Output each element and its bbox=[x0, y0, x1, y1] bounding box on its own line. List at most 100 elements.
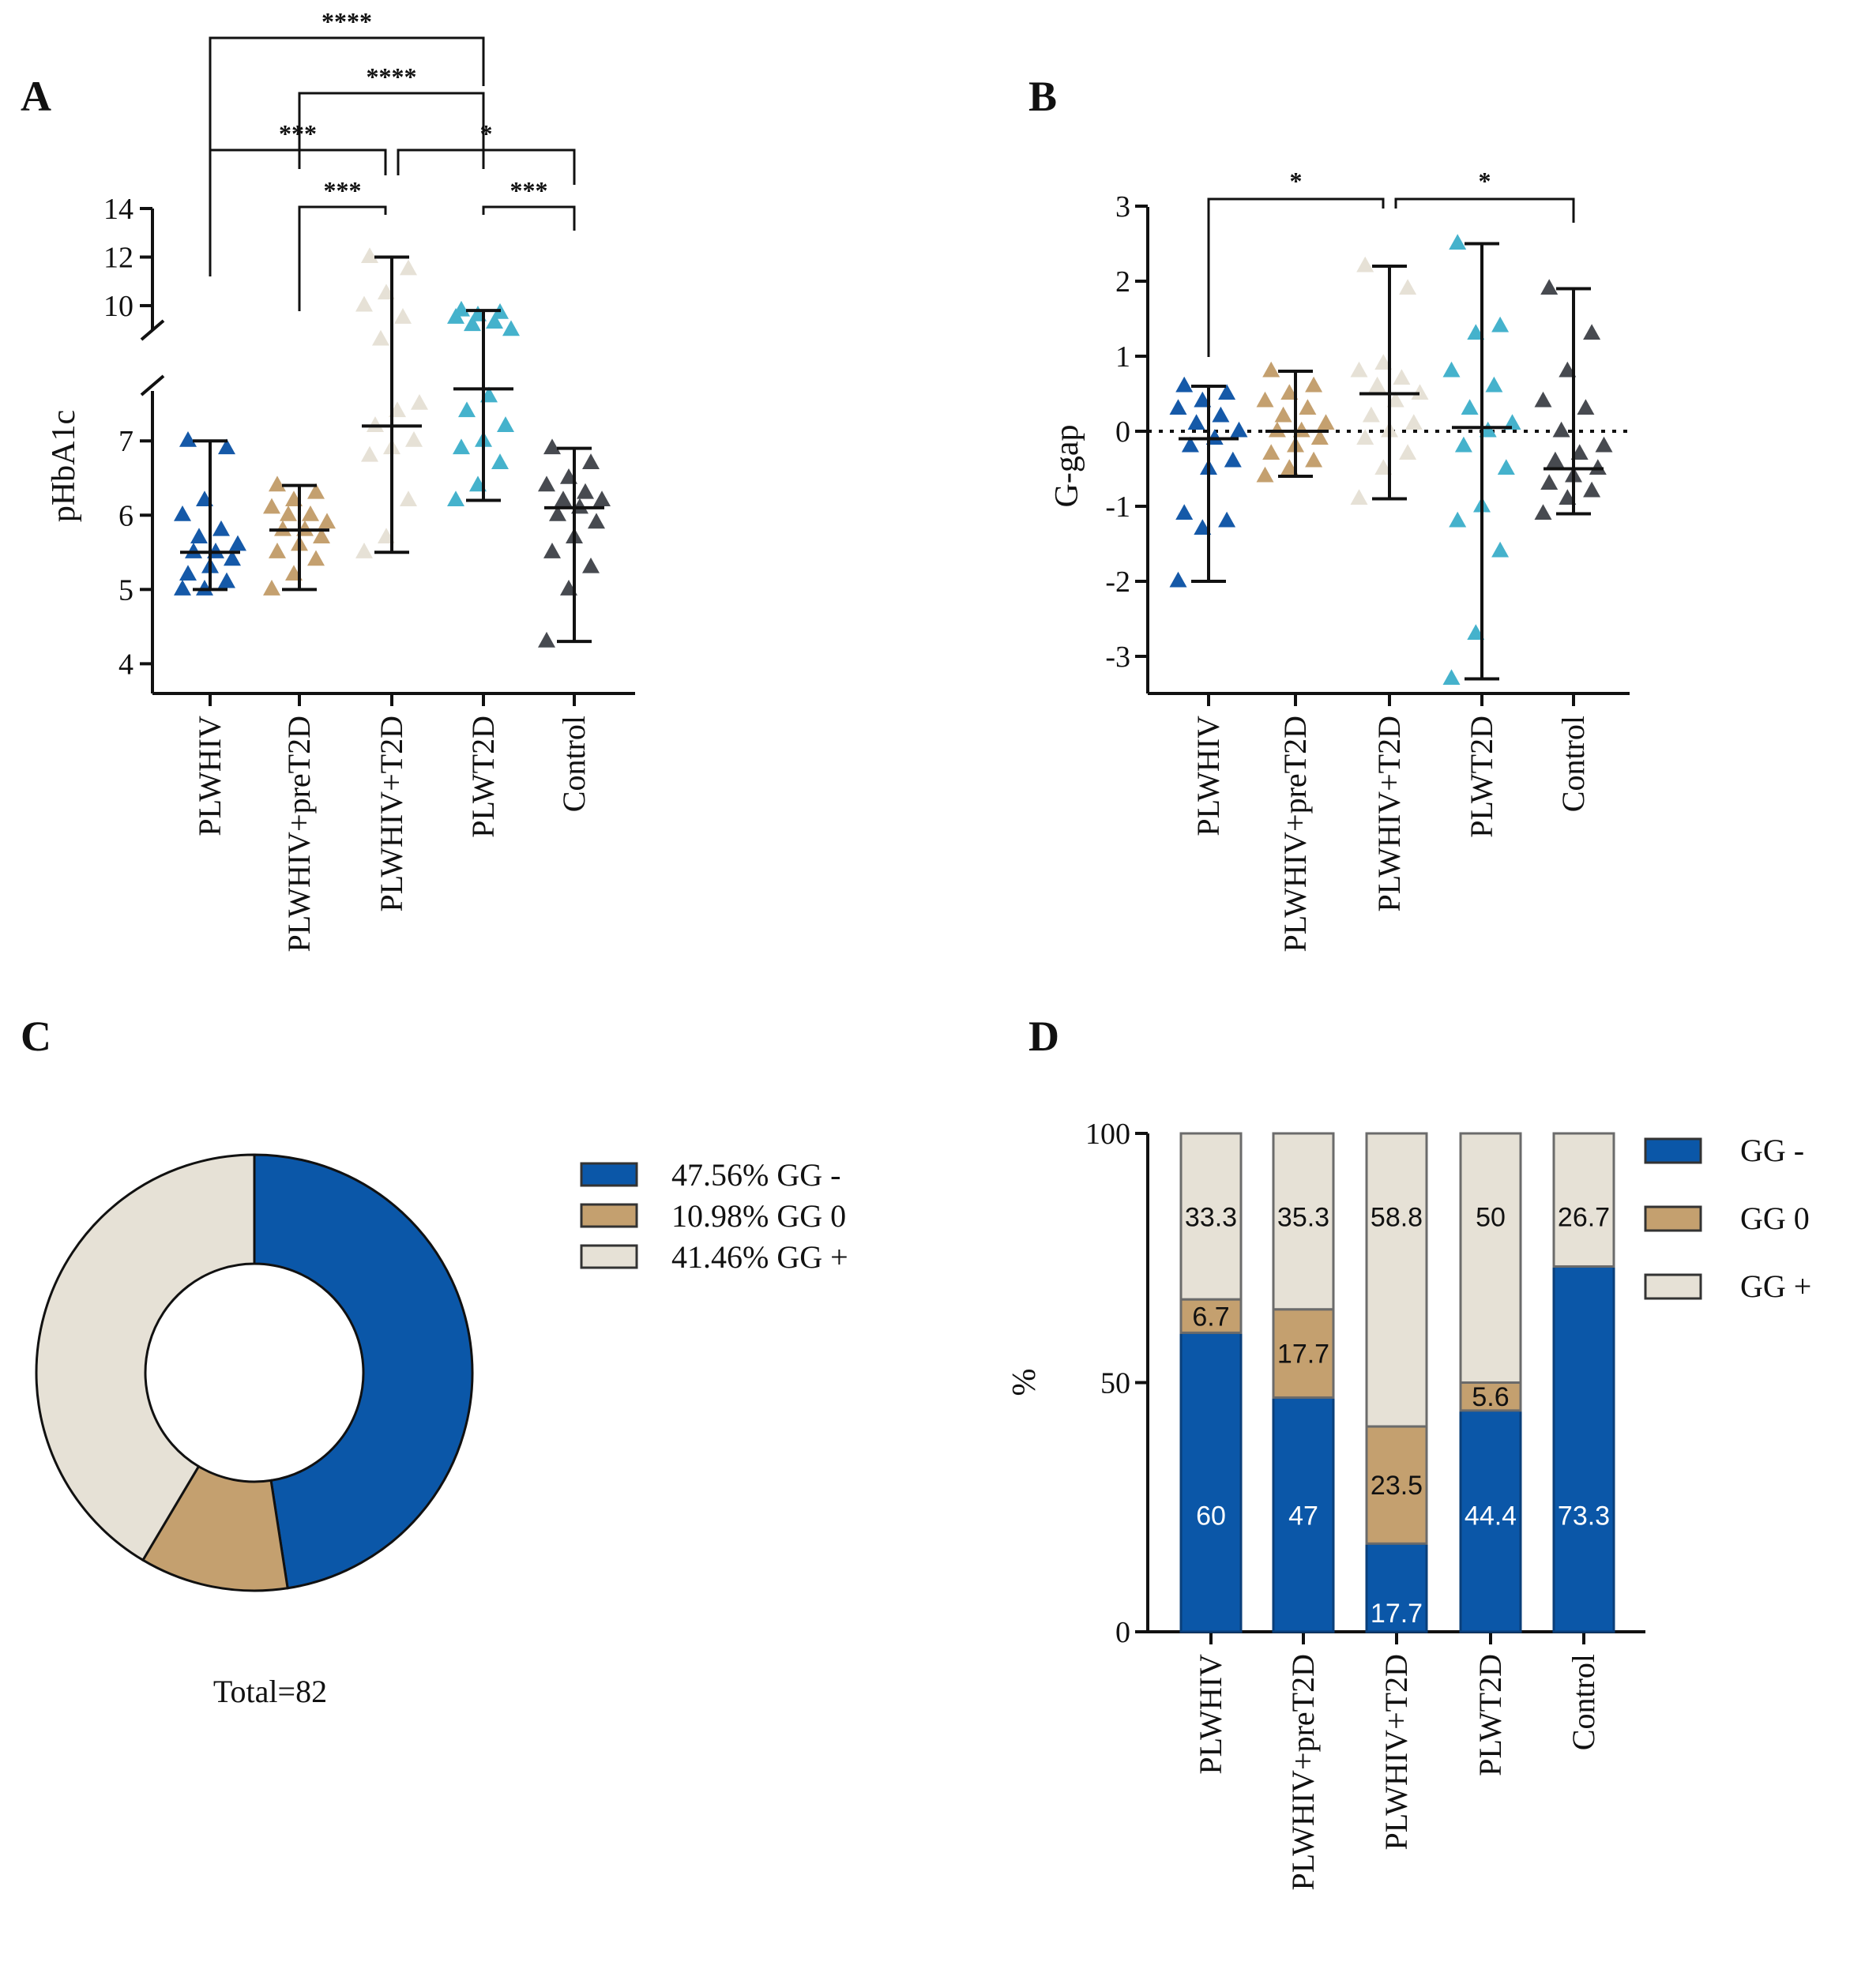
data-point bbox=[411, 393, 428, 410]
data-point bbox=[1212, 406, 1230, 423]
significance-bracket bbox=[1394, 197, 1575, 223]
data-point bbox=[1540, 279, 1559, 295]
data-point bbox=[405, 430, 423, 447]
donut-slice bbox=[35, 1153, 256, 1562]
data-point bbox=[1583, 481, 1601, 498]
data-point bbox=[1169, 399, 1187, 415]
x-tick-label: PLWT2D bbox=[1472, 1654, 1508, 1776]
bar-segment bbox=[1365, 1542, 1428, 1633]
y-tick-label: 7 bbox=[118, 425, 133, 458]
x-tick-label: Control bbox=[1555, 716, 1591, 812]
data-point bbox=[1577, 399, 1595, 415]
data-point bbox=[543, 438, 561, 455]
data-point bbox=[1292, 421, 1310, 438]
data-point bbox=[1305, 451, 1323, 468]
data-point bbox=[453, 438, 470, 455]
data-point bbox=[1485, 376, 1503, 393]
legend-entry: 10.98% GG 0 bbox=[671, 1198, 846, 1234]
data-point bbox=[1503, 414, 1521, 430]
total-label: Total=82 bbox=[213, 1674, 327, 1709]
x-tick-label: PLWT2D bbox=[1464, 716, 1499, 838]
significance-bracket bbox=[482, 205, 576, 231]
data-point bbox=[1262, 444, 1280, 460]
y-tick-label: 100 bbox=[1085, 1118, 1130, 1151]
significance-label: *** bbox=[510, 176, 548, 205]
data-point bbox=[1393, 369, 1411, 385]
data-point bbox=[1467, 624, 1485, 641]
y-tick-label: 0 bbox=[1115, 1616, 1130, 1649]
data-point bbox=[1268, 421, 1286, 438]
bar-segment bbox=[1365, 1132, 1428, 1428]
data-point bbox=[400, 490, 417, 507]
bar-value-label: 50 bbox=[1476, 1202, 1506, 1232]
x-tick-label: PLWHIV bbox=[1190, 716, 1226, 836]
significance-bracket bbox=[1207, 197, 1385, 357]
legend-entry: GG 0 bbox=[1740, 1201, 1810, 1236]
y-tick-label: -3 bbox=[1105, 641, 1130, 674]
data-point bbox=[1194, 391, 1212, 408]
data-point bbox=[543, 543, 561, 558]
data-point bbox=[179, 565, 197, 581]
data-point bbox=[453, 300, 470, 317]
data-point bbox=[1350, 489, 1368, 505]
bar-segment bbox=[1552, 1265, 1615, 1633]
data-point bbox=[1546, 451, 1564, 468]
data-point bbox=[274, 520, 291, 536]
data-point bbox=[555, 490, 572, 507]
data-point bbox=[1205, 429, 1224, 445]
data-point bbox=[497, 416, 514, 432]
bar-segment bbox=[1272, 1308, 1335, 1399]
data-point bbox=[361, 247, 378, 264]
y-tick-label: -1 bbox=[1105, 490, 1130, 524]
panel-d: D 0 50 100% PLWHIV 60 6.7 33.3 PLWHIV+preT2D 47 17… bbox=[1006, 1013, 1811, 1891]
data-point bbox=[502, 320, 520, 336]
legend-swatch bbox=[1644, 1205, 1702, 1232]
data-point bbox=[190, 528, 208, 544]
y-axis-label: G-gap bbox=[1049, 425, 1085, 508]
data-point bbox=[1218, 384, 1236, 400]
panel-a: A 4 5 6 7 10 12 14 pHbA1c PLWHIV PLWHIV+preT2D PLWH… bbox=[21, 7, 635, 953]
data-point bbox=[1317, 414, 1335, 430]
data-point bbox=[1497, 459, 1515, 475]
data-point bbox=[1280, 384, 1299, 400]
data-point bbox=[464, 315, 481, 332]
bar-value-label: 5.6 bbox=[1472, 1382, 1509, 1412]
data-point bbox=[269, 475, 286, 492]
data-point bbox=[486, 313, 503, 329]
significance-label: *** bbox=[324, 176, 362, 205]
data-point bbox=[263, 498, 280, 514]
data-point bbox=[1534, 504, 1552, 520]
data-point bbox=[1356, 429, 1374, 445]
data-point bbox=[224, 550, 241, 566]
x-tick-label: PLWHIV+T2D bbox=[1371, 716, 1407, 911]
significance-label: * bbox=[480, 119, 493, 148]
panel-b: B 3 2 1 0 -1 -2 -3 G-gap PLWHIV PLWHIV+preT2D PLWHI… bbox=[1028, 73, 1630, 953]
data-point bbox=[1262, 361, 1280, 378]
data-point bbox=[1310, 429, 1329, 445]
bar-segment bbox=[1459, 1381, 1522, 1412]
bar-segment bbox=[1552, 1132, 1615, 1268]
data-point bbox=[538, 475, 555, 492]
data-point bbox=[1559, 489, 1577, 505]
x-tick-label: PLWHIV+T2D bbox=[374, 716, 409, 911]
data-point bbox=[1491, 316, 1510, 333]
legend-entry: GG + bbox=[1740, 1268, 1811, 1304]
y-tick-label: 2 bbox=[1115, 265, 1130, 299]
x-tick-label: PLWHIV+preT2D bbox=[281, 716, 317, 953]
data-point bbox=[361, 445, 378, 462]
data-point bbox=[1256, 466, 1274, 483]
significance-bracket bbox=[209, 148, 387, 276]
data-point bbox=[1442, 669, 1461, 686]
data-point bbox=[1442, 361, 1461, 378]
data-point bbox=[1595, 436, 1613, 453]
data-point bbox=[1305, 376, 1323, 393]
data-point bbox=[447, 490, 464, 507]
significance-label: *** bbox=[279, 119, 317, 148]
legend-swatch bbox=[580, 1244, 638, 1269]
data-point bbox=[229, 535, 246, 551]
data-point bbox=[1175, 376, 1194, 393]
legend-swatch bbox=[580, 1203, 638, 1228]
data-point bbox=[582, 453, 600, 469]
bar-value-label: 26.7 bbox=[1558, 1202, 1610, 1232]
